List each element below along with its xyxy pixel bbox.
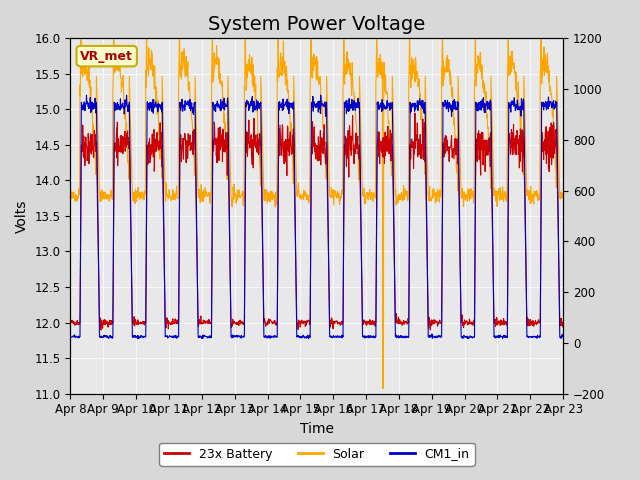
Title: System Power Voltage: System Power Voltage	[208, 15, 426, 34]
Text: VR_met: VR_met	[80, 49, 133, 63]
Legend: 23x Battery, Solar, CM1_in: 23x Battery, Solar, CM1_in	[159, 443, 474, 466]
Y-axis label: Volts: Volts	[15, 199, 29, 233]
X-axis label: Time: Time	[300, 422, 334, 436]
